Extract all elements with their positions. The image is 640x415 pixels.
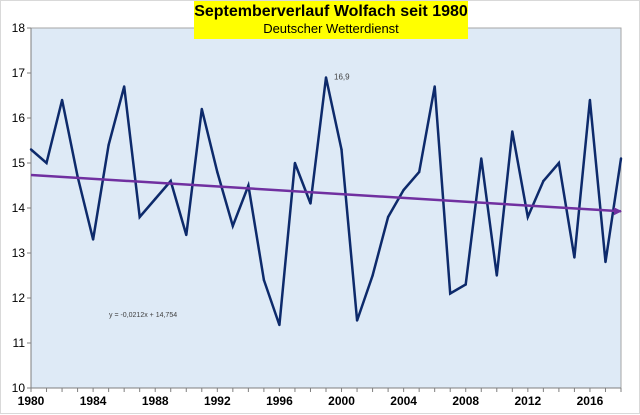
y-axis: 10 11 12 13 14 15 16 17 18 <box>12 21 32 395</box>
data-point <box>480 157 483 160</box>
data-point <box>449 292 452 295</box>
chart-title: Septemberverlauf Wolfach seit 1980 <box>194 3 468 20</box>
data-point <box>324 76 328 79</box>
data-point <box>588 98 592 102</box>
x-tick-label: 1996 <box>266 394 293 408</box>
y-tick-label: 18 <box>12 21 26 35</box>
x-tick-label: 1980 <box>18 394 45 408</box>
data-point <box>169 179 172 183</box>
x-tick-label: 2008 <box>452 394 479 408</box>
data-point <box>262 278 266 282</box>
data-point <box>526 215 530 219</box>
data-point <box>433 85 436 88</box>
data-point <box>619 157 623 160</box>
data-point <box>417 170 421 174</box>
data-point <box>29 148 33 151</box>
data-point <box>216 170 219 174</box>
data-point <box>340 148 343 151</box>
data-point <box>293 161 297 165</box>
trendline-layer: y = -0,0212x + 14,754 <box>30 173 622 319</box>
data-point <box>185 233 188 237</box>
y-tick-label: 10 <box>12 381 26 395</box>
series-layer <box>29 76 623 327</box>
data-point <box>154 197 157 201</box>
data-point <box>231 224 235 228</box>
data-point <box>604 260 607 264</box>
data-point <box>495 274 498 277</box>
x-axis: 1980 1984 1988 1992 1996 2000 2004 2008 2012 2016 <box>18 387 622 408</box>
data-point <box>542 179 545 183</box>
y-tick-label: 14 <box>12 201 26 215</box>
x-tick-label: 1988 <box>142 394 169 408</box>
x-tick-label: 2012 <box>514 394 541 408</box>
data-point <box>355 319 359 322</box>
data-point <box>278 323 281 327</box>
data-point <box>464 283 467 286</box>
data-point <box>45 161 48 165</box>
data-point <box>573 256 576 259</box>
x-tick-label: 2004 <box>390 394 417 408</box>
y-tick-label: 13 <box>12 246 26 260</box>
x-tick-label: 2000 <box>328 394 355 408</box>
trendline-arrowhead <box>614 207 622 216</box>
trendline <box>30 173 622 213</box>
y-tick-label: 17 <box>12 66 26 80</box>
x-tick-label: 2016 <box>577 394 604 408</box>
data-label: 16,9 <box>334 73 350 82</box>
annotation-layer: 16,9 <box>334 73 350 82</box>
chart-title-box: Septemberverlauf Wolfach seit 1980 Deuts… <box>194 1 468 39</box>
data-point <box>511 130 514 133</box>
data-point <box>107 143 110 147</box>
data-point <box>247 184 250 187</box>
data-point <box>309 202 312 205</box>
x-tick-label: 1984 <box>80 394 107 408</box>
y-tick-label: 11 <box>13 336 26 350</box>
data-point <box>402 188 405 192</box>
data-point <box>386 215 390 219</box>
data-point <box>138 215 141 219</box>
chart-subtitle: Deutscher Wetterdienst <box>263 21 399 36</box>
data-point <box>200 107 203 111</box>
data-point <box>91 238 95 241</box>
data-point <box>122 85 126 88</box>
y-tick-label: 16 <box>12 111 26 125</box>
plot-area <box>30 27 622 389</box>
data-point <box>557 161 561 165</box>
data-point <box>371 274 374 277</box>
y-tick-label: 12 <box>12 291 26 305</box>
x-tick-label: 1992 <box>204 394 231 408</box>
trendline-equation: y = -0,0212x + 14,754 <box>109 312 177 319</box>
data-point <box>60 98 64 102</box>
y-tick-label: 15 <box>12 156 26 170</box>
